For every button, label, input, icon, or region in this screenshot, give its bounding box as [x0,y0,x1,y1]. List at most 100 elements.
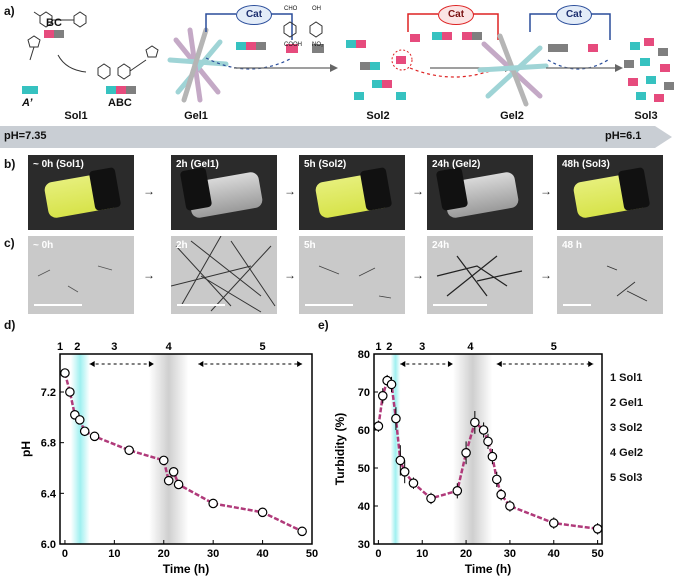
arrow-head [400,361,406,367]
y-tick-label: 50 [358,463,370,475]
label-A-prime: A’ [22,97,33,109]
molecule-benzaldehyde [283,21,297,38]
y-axis-label: Turbidity (%) [333,413,347,485]
tem-image-0h: ~ 0h [28,236,134,314]
stage-label-sol1: Sol1 [64,110,88,122]
ph-gradient-arrow [0,126,672,148]
tem-tag: 5h [304,240,316,251]
stage-band [148,354,189,544]
data-point [470,417,480,428]
vial-photo-tag: 2h (Gel1) [176,159,219,170]
data-point [386,379,397,390]
y-tick-label: 70 [358,387,370,399]
x-tick-label: 40 [548,548,560,560]
arrow-head [89,361,95,367]
y-tick-label: 80 [358,349,370,361]
tem-image-5h: 5h [299,236,405,314]
cat-badge-1: Cat [236,5,272,25]
arrow-head [588,361,594,367]
data-point [592,524,603,534]
arrow-head [148,361,154,367]
vial-photo-tag: 24h (Gel2) [432,159,481,170]
panel-c-label: c) [4,236,15,250]
arrow-b4: → [540,184,552,198]
data-point [79,426,90,437]
ph-end-label: pH=6.1 [605,130,642,142]
arrow-b1: → [143,184,155,198]
data-point [65,387,75,397]
panel-b-label: b) [4,157,16,171]
legend-entry: 3 Sol2 [610,422,643,434]
y-tick-label: 30 [358,539,370,551]
legend-entry: 4 Gel2 [610,447,644,459]
data-point [395,455,406,466]
arrow-b2: → [284,184,296,198]
data-point [483,436,493,447]
stage-number: 5 [260,341,266,353]
ph-start-label: pH=7.35 [4,130,47,142]
arrow-head [198,361,204,367]
x-axis-label: Time (h) [465,562,511,576]
data-point [257,507,268,518]
cat-loop-1-dashed [205,57,293,70]
molecule-ABC [97,45,159,80]
cat-loop-2 [407,13,499,40]
vial-photo-tag: 48h (Sol3) [562,159,610,170]
x-tick-label: 0 [375,548,381,560]
panel-a-label: a) [4,4,15,18]
x-tick-label: 30 [504,548,516,560]
data-point [124,445,134,456]
y-tick-label: 6.4 [41,488,57,500]
arrow-head [496,361,502,367]
x-tick-label: 50 [591,548,603,560]
block-A [22,86,38,94]
sol3-blocks [624,38,674,102]
stage-label-sol3: Sol3 [634,110,658,122]
label-cooh: COOH [284,42,302,48]
stage-number: 1 [57,341,63,353]
vial-photo-tag: 5h (Sol2) [304,159,347,170]
y-axis-label: pH [19,441,33,457]
molecule-BC [33,11,87,28]
y-tick-label: 7.2 [41,387,56,399]
stage-number: 2 [74,341,80,353]
panel-e-label: e) [318,318,329,332]
stage-number: 2 [386,341,392,353]
arrow-head [447,361,453,367]
x-tick-label: 10 [108,548,120,560]
plot-frame [373,353,603,545]
vial-photo-gel2: 24h (Gel2) [427,155,533,230]
vial-photo-sol1: ~ 0h (Sol1) [28,155,134,230]
panel-d-label: d) [4,318,16,332]
stage-band [390,354,401,544]
x-tick-label: 50 [306,548,318,560]
stage-band [70,354,90,544]
stage-number: 3 [419,341,425,353]
data-point [426,493,436,504]
stage-number: 1 [375,341,381,353]
turbidity-chart: 0 10 20 30 40 50 30 40 50 60 70 80 Time (h) Turbidity… [333,341,604,576]
x-tick-label: 20 [158,548,170,560]
vial-photo-sol2: 5h (Sol2) [299,155,405,230]
data-point [74,415,85,425]
plot-frame [59,353,313,545]
legend-entry: 2 Gel1 [610,397,644,409]
x-axis-label: Time (h) [163,562,209,576]
stage-band [452,354,493,544]
data-point [487,451,498,462]
gel1-fiber-network [167,27,229,103]
x-tick-label: 30 [207,548,219,560]
data-point [496,489,506,500]
data-point [478,425,489,435]
label-no2: NO₂ [312,42,324,48]
blocks-around-gel2 [548,44,598,52]
data-point [168,467,179,477]
blocks-around-gel1 [236,42,324,53]
data-point [173,479,184,490]
data-point [391,413,401,424]
legend-entry: 5 Sol3 [610,472,643,484]
y-tick-label: 6.8 [41,438,56,450]
label-cho: CHO [284,6,298,12]
arrow-c2: → [284,268,296,282]
data-point [461,448,471,458]
